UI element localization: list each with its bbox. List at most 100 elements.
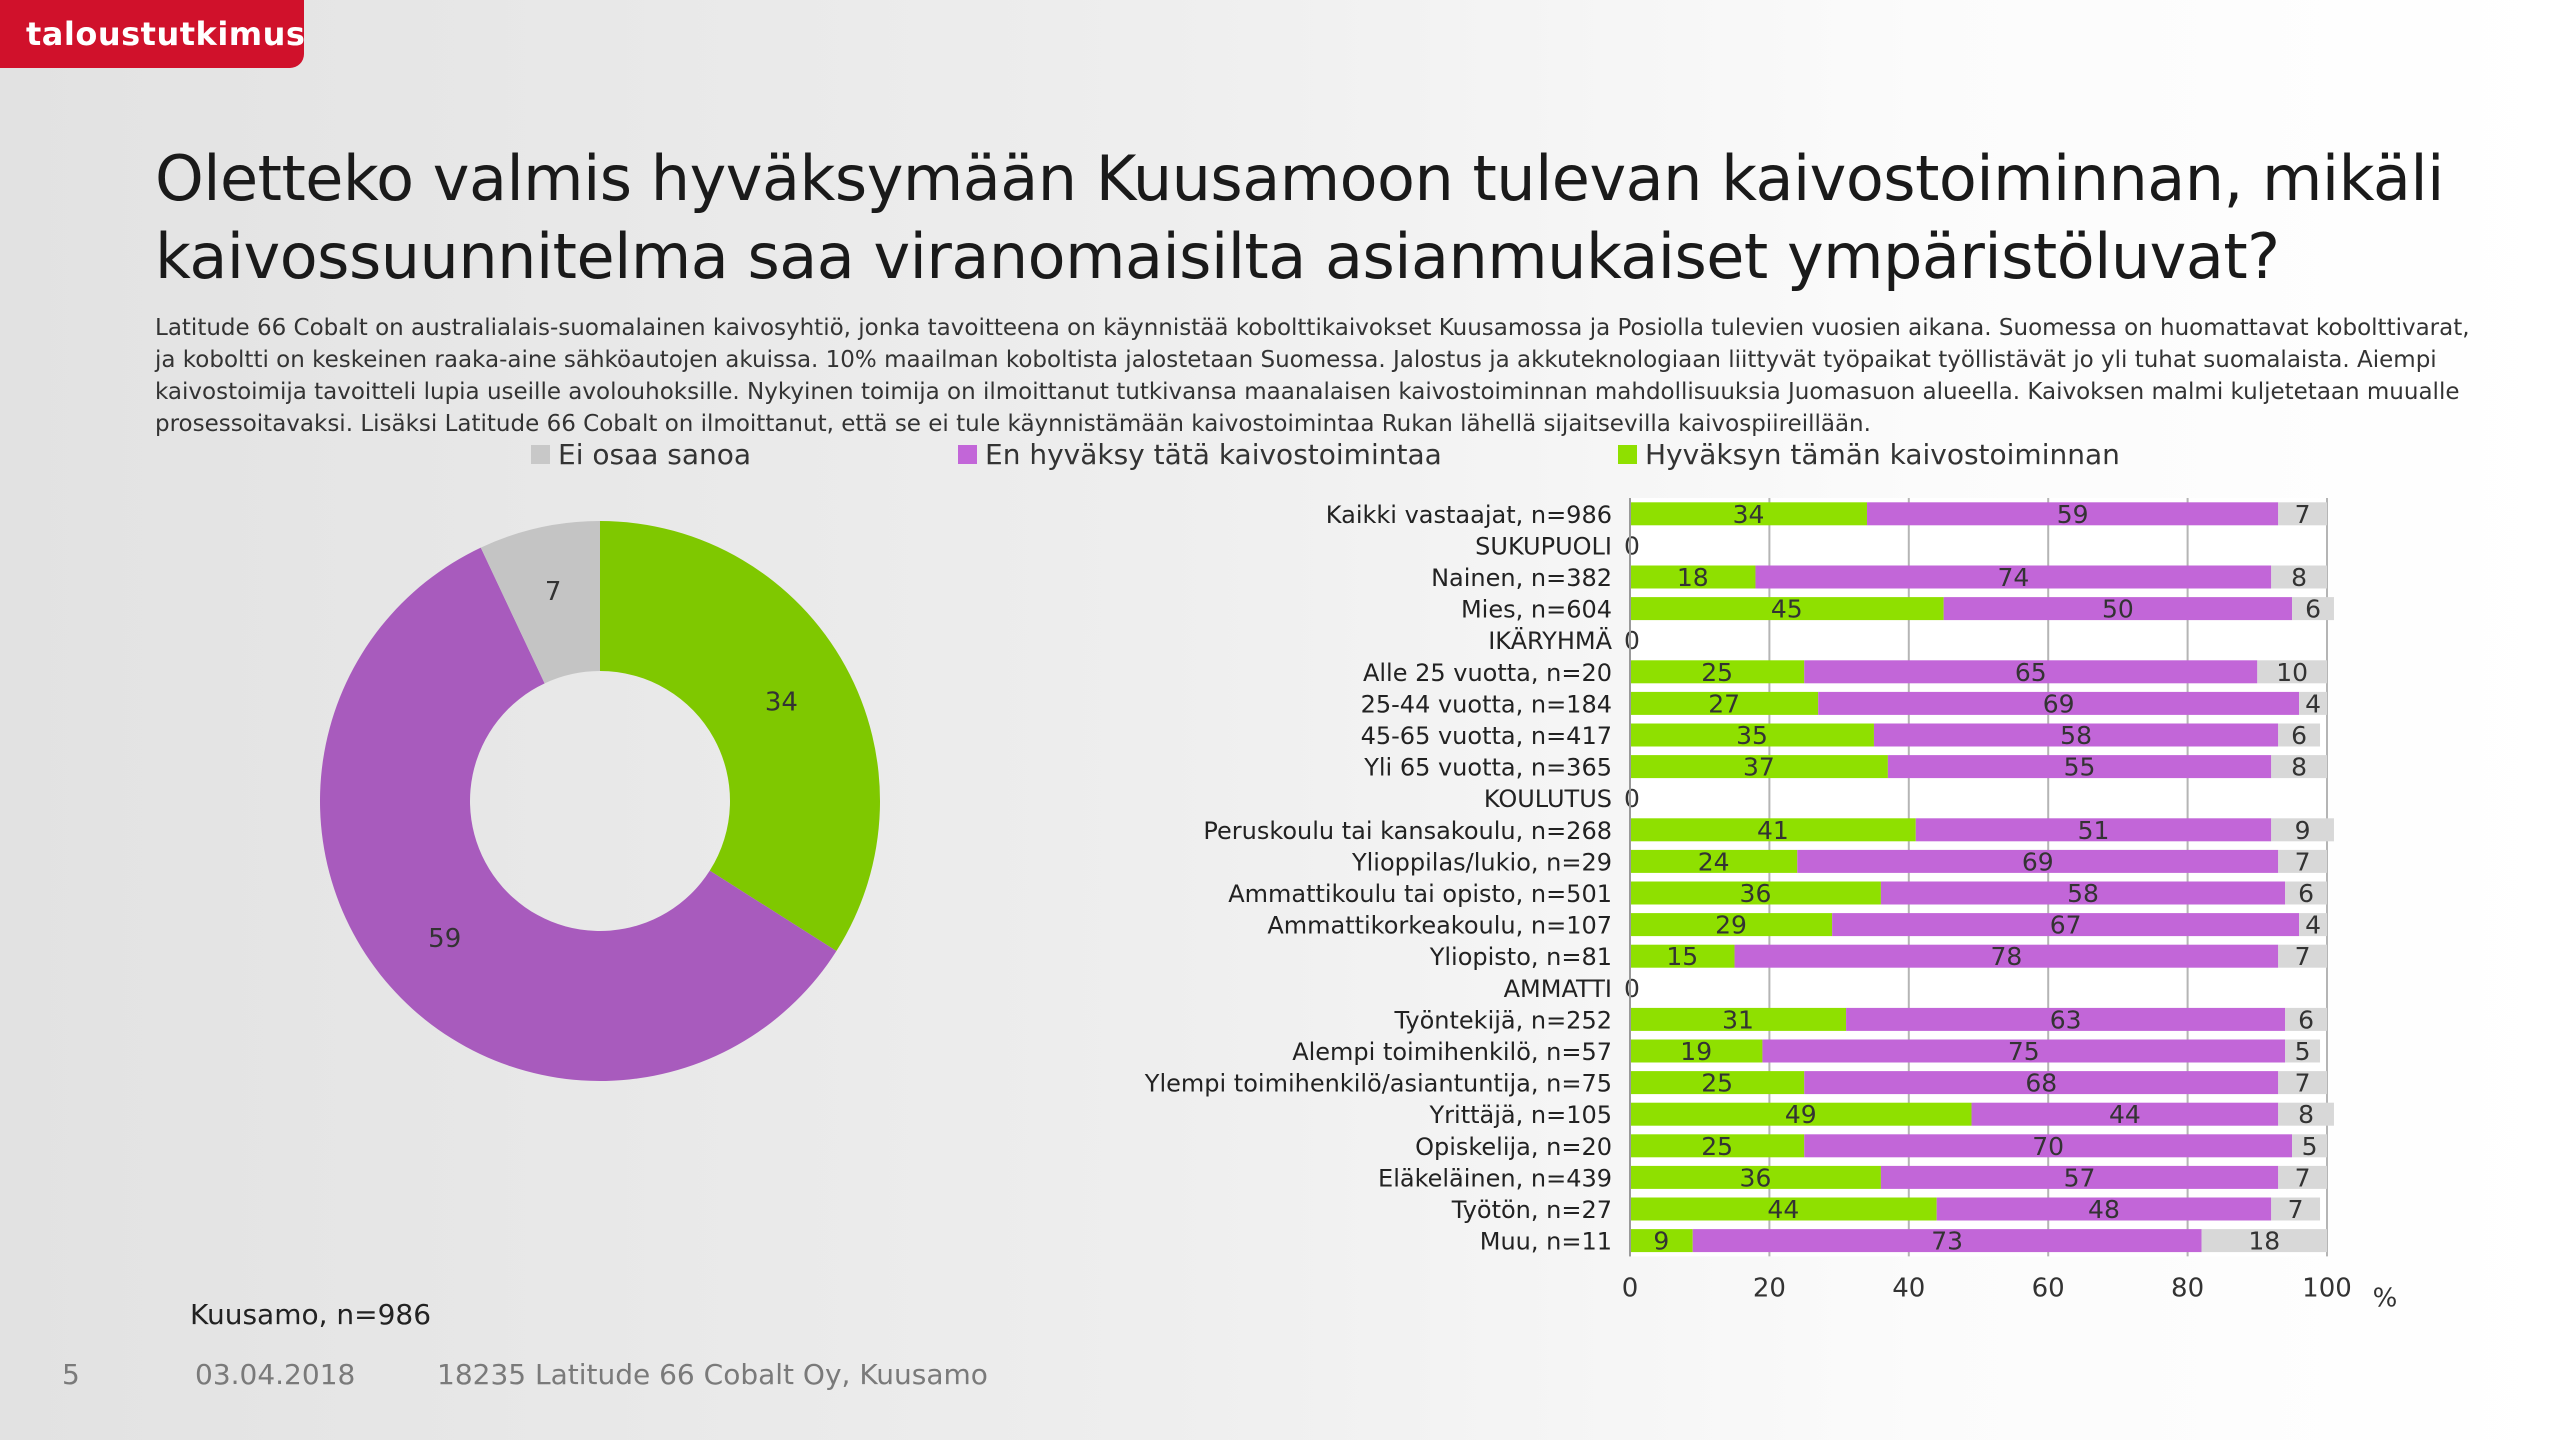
data-label-18-1: 68 bbox=[2025, 1069, 2057, 1098]
data-label-22-2: 7 bbox=[2288, 1195, 2304, 1224]
category-label-14: Yliopisto, n=81 bbox=[1429, 943, 1612, 971]
bar-22-0 bbox=[1630, 1197, 1937, 1221]
bar-18-1 bbox=[1804, 1071, 2279, 1095]
category-label-2: Nainen, n=382 bbox=[1431, 564, 1612, 592]
bar-6-1 bbox=[1818, 691, 2300, 715]
data-label-3-2: 6 bbox=[2305, 595, 2321, 624]
data-label-0-0: 34 bbox=[1733, 500, 1765, 529]
bar-17-0 bbox=[1630, 1039, 1763, 1063]
legend-label-en-hyvaksy: En hyväksy tätä kaivostoimintaa bbox=[985, 438, 1442, 471]
bar-23-1 bbox=[1692, 1229, 2202, 1253]
category-label-13: Ammattikorkeakoulu, n=107 bbox=[1267, 912, 1612, 940]
data-label-6-1: 69 bbox=[2043, 689, 2075, 718]
bar-3-2 bbox=[2292, 597, 2334, 621]
bar-23-2 bbox=[2201, 1229, 2327, 1253]
category-label-19: Yrittäjä, n=105 bbox=[1429, 1101, 1612, 1129]
data-label-13-2: 4 bbox=[2305, 911, 2321, 940]
legend-item-hyvaksyn: Hyväksyn tämän kaivostoiminnan bbox=[1618, 438, 2120, 471]
category-label-17: Alempi toimihenkilö, n=57 bbox=[1292, 1038, 1612, 1066]
data-label-11-1: 69 bbox=[2022, 847, 2054, 876]
bar-10-2 bbox=[2271, 818, 2334, 842]
data-label-7-0: 35 bbox=[1736, 721, 1768, 750]
category-label-18: Ylempi toimihenkilö/asiantuntija, n=75 bbox=[1144, 1070, 1612, 1098]
data-label-16-2: 6 bbox=[2298, 1005, 2314, 1034]
bar-20-0 bbox=[1630, 1134, 1805, 1158]
category-label-15: AMMATTI bbox=[1504, 975, 1612, 1003]
data-label-0-1: 59 bbox=[2057, 500, 2089, 529]
bar-11-2 bbox=[2278, 849, 2327, 873]
data-label-6-0: 27 bbox=[1708, 689, 1740, 718]
bar-20-1 bbox=[1804, 1134, 2293, 1158]
bar-12-0 bbox=[1630, 881, 1881, 905]
donut-slice-label-0: 34 bbox=[765, 687, 798, 717]
bar-19-1 bbox=[1971, 1102, 2279, 1126]
data-label-13-1: 67 bbox=[2050, 911, 2082, 940]
data-label-22-1: 48 bbox=[2088, 1195, 2120, 1224]
data-label-8-2: 8 bbox=[2291, 753, 2307, 782]
legend-label-hyvaksyn: Hyväksyn tämän kaivostoiminnan bbox=[1645, 438, 2120, 471]
data-label-0-2: 7 bbox=[2295, 500, 2311, 529]
category-label-3: Mies, n=604 bbox=[1461, 596, 1612, 624]
category-label-8: Yli 65 vuotta, n=365 bbox=[1363, 754, 1612, 782]
data-label-7-2: 6 bbox=[2291, 721, 2307, 750]
data-label-16-0: 31 bbox=[1722, 1005, 1754, 1034]
bar-13-2 bbox=[2299, 913, 2327, 937]
bar-8-2 bbox=[2271, 755, 2327, 779]
data-label-15-0: 0 bbox=[1624, 974, 1640, 1003]
data-label-23-0: 9 bbox=[1653, 1227, 1669, 1256]
data-label-10-1: 51 bbox=[2078, 816, 2110, 845]
data-label-2-1: 74 bbox=[1997, 563, 2029, 592]
data-label-20-0: 25 bbox=[1701, 1132, 1733, 1161]
data-label-20-1: 70 bbox=[2032, 1132, 2064, 1161]
data-label-23-2: 18 bbox=[2248, 1227, 2280, 1256]
data-label-22-0: 44 bbox=[1767, 1195, 1799, 1224]
bar-0-1 bbox=[1866, 502, 2279, 526]
x-axis-label: % bbox=[2373, 1283, 2398, 1313]
donut-slice-1 bbox=[319, 547, 837, 1082]
bar-14-2 bbox=[2278, 944, 2327, 968]
data-label-5-2: 10 bbox=[2276, 658, 2308, 687]
data-label-14-0: 15 bbox=[1666, 942, 1698, 971]
bar-17-2 bbox=[2285, 1039, 2321, 1063]
bar-14-0 bbox=[1630, 944, 1735, 968]
bar-14-1 bbox=[1734, 944, 2279, 968]
data-label-2-2: 8 bbox=[2291, 563, 2307, 592]
donut-chart: 34 59 7 bbox=[319, 521, 880, 1082]
bar-17-1 bbox=[1762, 1039, 2286, 1063]
bar-5-1 bbox=[1804, 660, 2258, 684]
bar-16-0 bbox=[1630, 1007, 1847, 1031]
data-label-10-0: 41 bbox=[1757, 816, 1789, 845]
x-tick-label-0: 0 bbox=[1622, 1273, 1639, 1303]
data-label-11-0: 24 bbox=[1698, 847, 1730, 876]
bar-6-0 bbox=[1630, 691, 1819, 715]
bar-16-1 bbox=[1846, 1007, 2286, 1031]
donut-slice-2 bbox=[480, 521, 600, 684]
data-label-19-0: 49 bbox=[1785, 1100, 1817, 1129]
data-label-18-2: 7 bbox=[2295, 1069, 2311, 1098]
x-tick-label-5: 100 bbox=[2302, 1273, 2352, 1303]
x-tick-label-1: 20 bbox=[1753, 1273, 1786, 1303]
intro-paragraph: Latitude 66 Cobalt on australialais-suom… bbox=[155, 315, 2470, 437]
data-label-13-0: 29 bbox=[1715, 911, 1747, 940]
category-label-22: Työtön, n=27 bbox=[1451, 1196, 1612, 1224]
data-label-7-1: 58 bbox=[2060, 721, 2092, 750]
data-label-21-2: 7 bbox=[2295, 1163, 2311, 1192]
legend-swatch-hyvaksyn bbox=[1618, 445, 1637, 464]
data-label-14-1: 78 bbox=[1990, 942, 2022, 971]
category-label-6: 25-44 vuotta, n=184 bbox=[1361, 690, 1612, 718]
category-label-9: KOULUTUS bbox=[1484, 785, 1612, 813]
category-label-20: Opiskelija, n=20 bbox=[1415, 1133, 1612, 1161]
category-label-21: Eläkeläinen, n=439 bbox=[1378, 1164, 1612, 1192]
data-label-17-0: 19 bbox=[1680, 1037, 1712, 1066]
data-label-17-1: 75 bbox=[2008, 1037, 2040, 1066]
bar-12-1 bbox=[1880, 881, 2286, 905]
category-label-16: Työntekijä, n=252 bbox=[1393, 1006, 1612, 1034]
bar-8-1 bbox=[1887, 755, 2272, 779]
data-label-8-1: 55 bbox=[2064, 753, 2096, 782]
bar-3-0 bbox=[1630, 597, 1944, 621]
data-label-3-1: 50 bbox=[2102, 595, 2134, 624]
bar-22-1 bbox=[1936, 1197, 2272, 1221]
category-label-7: 45-65 vuotta, n=417 bbox=[1361, 722, 1612, 750]
x-tick-label-4: 80 bbox=[2171, 1273, 2204, 1303]
